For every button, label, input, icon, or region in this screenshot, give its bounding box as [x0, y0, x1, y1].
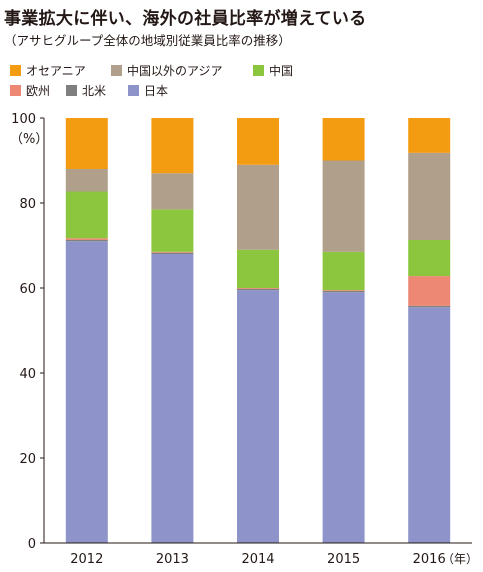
bar-segment-2014-4 — [237, 164, 279, 250]
bar-segment-2016-3 — [408, 239, 451, 277]
x-tick-label-2012: 2012 — [70, 552, 103, 567]
legend-label-japan: 日本 — [144, 84, 169, 98]
bar-segment-2016-0 — [408, 307, 451, 544]
legend-label-europe: 欧州 — [26, 84, 51, 98]
x-tick-label-2016: 2016 — [413, 552, 446, 567]
bar-segment-2013-0 — [151, 254, 194, 543]
x-tick-label-2014: 2014 — [241, 552, 274, 567]
bar-segment-2012-4 — [65, 169, 108, 192]
y-tick-label-40: 40 — [19, 367, 36, 382]
legend-swatch-north-america — [66, 85, 77, 96]
chart-title: 事業拡大に伴い、海外の社員比率が増えている — [4, 9, 367, 29]
bar-segment-2015-4 — [322, 160, 365, 252]
bar-segment-2015-3 — [322, 251, 365, 291]
legend-swatch-europe — [10, 85, 21, 96]
bar-segment-2013-4 — [151, 173, 194, 210]
bar-segment-2014-3 — [237, 249, 279, 288]
legend-swatch-china — [253, 65, 264, 76]
legend-item-north-america: 北米 — [66, 82, 106, 99]
bar-segment-2016-5 — [408, 118, 451, 153]
bar-segment-2013-3 — [151, 209, 194, 252]
legend-item-europe: 欧州 — [10, 82, 50, 99]
legend-label-north-america: 北米 — [82, 84, 107, 98]
legend-item-oceania: オセアニア — [10, 62, 86, 79]
y-tick-label-20: 20 — [19, 452, 36, 467]
bar-segment-2014-2 — [237, 288, 279, 289]
y-axis-ticks: 0 20 40 60 80 100 — [11, 112, 44, 552]
legend-label-oceania: オセアニア — [26, 64, 86, 78]
bar-segment-2012-5 — [65, 118, 108, 169]
y-tick-label-100: 100 — [11, 112, 36, 127]
y-tick-label-60: 60 — [19, 282, 36, 297]
bar-segment-2013-1 — [151, 252, 194, 254]
legend-item-china: 中国 — [253, 62, 293, 79]
bar-segment-2013-5 — [151, 118, 194, 174]
bar-segment-2012-1 — [65, 239, 108, 242]
bar-segment-2013-2 — [151, 251, 194, 253]
legend-label-other-asia: 中国以外のアジア — [127, 64, 223, 78]
y-tick-label-80: 80 — [19, 197, 36, 212]
bar-segment-2014-0 — [237, 290, 279, 544]
legend-item-japan: 日本 — [128, 82, 168, 99]
bars-layer — [65, 118, 451, 544]
legend-item-other-asia: 中国以外のアジア — [111, 62, 223, 79]
bar-segment-2016-1 — [408, 305, 451, 308]
chart-subtitle: （アサヒグループ全体の地域別従業員比率の推移） — [4, 33, 291, 48]
bar-segment-2015-1 — [322, 290, 365, 293]
bar-segment-2015-0 — [322, 292, 365, 543]
bar-segment-2012-0 — [65, 241, 108, 543]
bar-segment-2012-2 — [65, 238, 108, 240]
x-axis-unit: （年） — [442, 552, 478, 566]
bar-segment-2015-2 — [322, 290, 365, 291]
x-tick-label-2013: 2013 — [156, 552, 189, 567]
bar-segment-2014-1 — [237, 288, 279, 291]
bar-segment-2016-2 — [408, 276, 451, 306]
y-tick-label-0: 0 — [28, 537, 36, 552]
legend-label-china: 中国 — [269, 64, 294, 78]
bar-segment-2016-4 — [408, 152, 451, 240]
legend-swatch-other-asia — [111, 65, 122, 76]
x-axis-ticks: 2012 2013 2014 2015 2016 — [70, 552, 445, 567]
x-tick-label-2015: 2015 — [327, 552, 360, 567]
legend-swatch-japan — [128, 85, 139, 96]
bar-segment-2014-5 — [237, 118, 279, 165]
bar-segment-2012-3 — [65, 191, 108, 239]
bar-segment-2015-5 — [322, 118, 365, 161]
y-axis-unit: （%） — [10, 132, 48, 147]
legend-swatch-oceania — [10, 65, 21, 76]
